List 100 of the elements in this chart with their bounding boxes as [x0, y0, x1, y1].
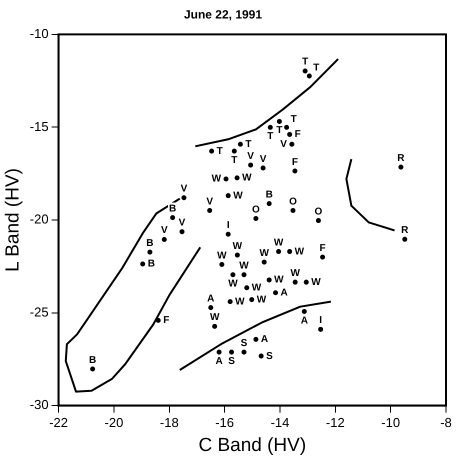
text: B: [148, 258, 155, 270]
point: [226, 232, 231, 237]
text: A: [280, 288, 288, 299]
y-tick-label: -10: [30, 26, 49, 41]
series-label: R: [397, 152, 406, 164]
point: [238, 142, 243, 147]
text: F: [292, 156, 298, 168]
point: [232, 148, 237, 154]
point: [306, 73, 312, 78]
y-tick-label: -20: [30, 212, 49, 227]
point: [302, 68, 308, 74]
text: O: [252, 204, 260, 216]
text: T: [276, 125, 282, 136]
text: W: [274, 274, 284, 286]
text: W: [232, 240, 242, 252]
point: [273, 290, 278, 296]
point: [268, 124, 273, 130]
text: W: [235, 296, 245, 308]
x-tick-label: -14: [270, 414, 290, 430]
text: W: [217, 250, 227, 262]
y-tick-label: -25: [30, 304, 49, 320]
point: [292, 280, 298, 285]
text: V: [180, 183, 188, 194]
text: A: [260, 334, 268, 346]
point: [262, 260, 267, 265]
point: [209, 148, 214, 154]
point: [284, 124, 290, 130]
text: T: [245, 139, 252, 150]
point: [180, 229, 185, 234]
point: [276, 249, 282, 254]
x-tick-label: -18: [160, 414, 179, 430]
point: [212, 324, 218, 329]
point: [276, 118, 282, 124]
point: [234, 252, 240, 258]
point: [230, 272, 236, 278]
point: [249, 297, 254, 302]
series-label: I: [319, 315, 322, 326]
text: T: [267, 131, 274, 142]
point: [226, 193, 231, 198]
point: [402, 236, 408, 242]
x-tick-label: -10: [381, 414, 400, 430]
chart-title: June 22, 1991: [184, 8, 262, 22]
series-label: O: [314, 206, 323, 218]
x-tick-label: -22: [49, 414, 68, 430]
text: F: [163, 315, 170, 326]
point: [219, 262, 224, 268]
point: [398, 164, 404, 170]
text: V: [280, 139, 287, 150]
point: [253, 216, 258, 222]
point: [229, 350, 234, 355]
text: W: [311, 276, 321, 288]
text: A: [300, 315, 308, 326]
x-tick-label: -16: [215, 414, 234, 430]
x-tick-label: -8: [440, 414, 452, 430]
text: W: [294, 246, 304, 258]
point: [304, 280, 309, 285]
text: T: [216, 146, 223, 157]
text: I: [226, 220, 230, 232]
point: [266, 277, 272, 282]
y-axis-title: L Band (HV): [2, 168, 24, 272]
text: T: [313, 62, 320, 74]
text: O: [289, 196, 297, 208]
point: [140, 261, 146, 266]
series-label: F: [320, 242, 326, 254]
x-axis-title: C Band (HV): [198, 434, 306, 456]
text: S: [228, 356, 235, 367]
point: [170, 215, 176, 220]
series-label: W: [242, 172, 252, 184]
text: W: [252, 282, 262, 294]
text: W: [233, 190, 243, 202]
point: [224, 176, 229, 182]
text: W: [210, 312, 220, 324]
text: W: [239, 260, 249, 272]
point: [302, 309, 307, 314]
text: S: [266, 350, 273, 362]
point: [258, 354, 264, 359]
point: [316, 218, 321, 224]
point: [90, 366, 96, 372]
point: [287, 249, 292, 254]
text: W: [256, 294, 266, 306]
series-label: S: [240, 338, 248, 349]
y-tick-label: -30: [30, 397, 49, 412]
point: [266, 201, 272, 206]
point: [147, 250, 152, 255]
point: [253, 336, 258, 342]
series-label: B: [168, 203, 176, 214]
text: F: [294, 129, 301, 140]
text: B: [266, 189, 273, 200]
point: [290, 208, 296, 214]
series-label: A: [207, 293, 214, 304]
text: W: [228, 278, 238, 290]
text: W: [259, 248, 269, 259]
text: R: [401, 225, 408, 236]
point: [181, 195, 186, 200]
text: T: [231, 154, 238, 166]
point: [234, 175, 240, 180]
text: W: [212, 174, 222, 185]
point: [320, 254, 326, 260]
text: B: [146, 238, 154, 249]
point: [241, 272, 246, 278]
